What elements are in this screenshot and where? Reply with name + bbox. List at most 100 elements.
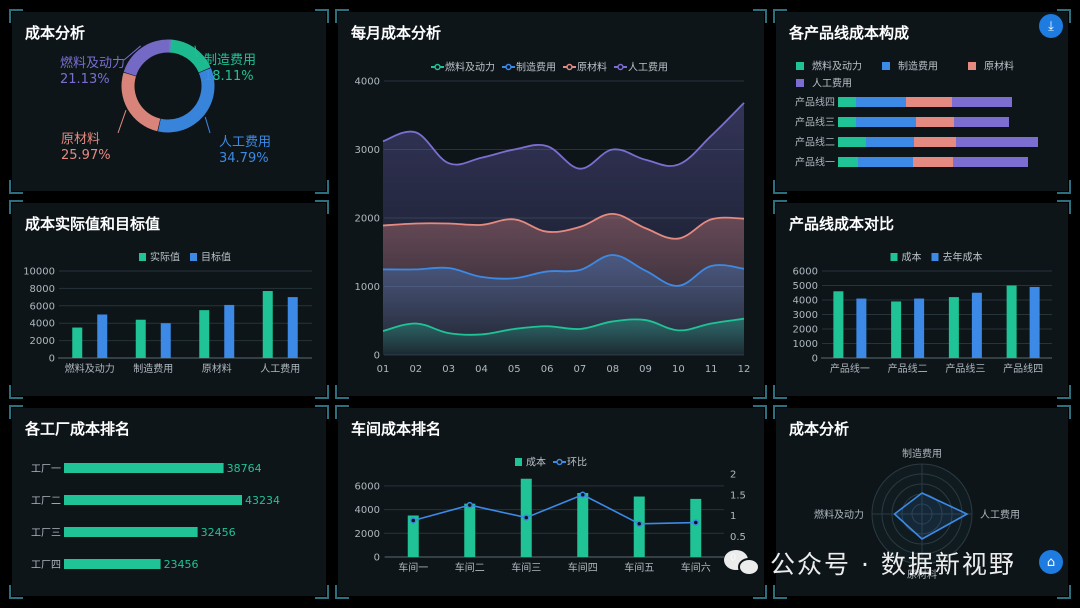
stacked-bar-segment [956, 137, 1038, 147]
x-tick-label: 05 [508, 364, 521, 375]
panel-title: 各产品线成本构成 [789, 24, 910, 42]
y-tick-label: 产品线二 [795, 136, 835, 149]
legend-swatch [931, 253, 939, 261]
y-tick-label: 6000 [793, 267, 818, 278]
stacked-bar-segment [906, 97, 952, 107]
y-tick-label: 3000 [793, 310, 818, 321]
donut-leader-line [123, 45, 141, 61]
y2-tick-label: 1 [730, 511, 736, 522]
y-tick-label: 4000 [355, 77, 380, 88]
download-button[interactable]: ⤓ [1039, 14, 1063, 38]
line-point [579, 491, 586, 498]
y-tick-label: 0 [374, 553, 380, 564]
bar [97, 314, 108, 358]
legend-label: 环比 [567, 457, 587, 469]
donut-slice [168, 39, 211, 73]
stacked-bar-segment [856, 117, 916, 127]
legend-label: 燃料及动力 [812, 60, 862, 73]
legend-swatch [890, 253, 898, 261]
x-tick-label: 车间六 [681, 561, 711, 574]
legend-label: 目标值 [201, 251, 231, 264]
legend-label: 燃料及动力 [445, 61, 495, 74]
donut-label: 燃料及动力 [60, 55, 125, 71]
y-tick-label: 工厂四 [31, 560, 61, 571]
x-tick-label: 产品线一 [830, 362, 870, 375]
panel-title: 每月成本分析 [351, 24, 442, 42]
legend-swatch [968, 62, 976, 70]
y-tick-label: 2000 [355, 214, 380, 225]
stacked-bar-segment [838, 157, 858, 167]
bar [1029, 286, 1040, 358]
panel-line-compare: 产品线成本对比 0 1000 2000 3000 4000 5000 6000 产品线一 产品线… [773, 200, 1071, 399]
y-tick-label: 2000 [30, 336, 55, 347]
x-tick-label: 车间四 [568, 561, 598, 574]
legend-swatch [515, 458, 522, 466]
series-line [382, 212, 745, 240]
radar-indicator-label: 制造费用 [902, 447, 942, 460]
legend-swatch-dot [617, 63, 624, 71]
y-tick-label: 产品线三 [795, 116, 835, 129]
x-tick-label: 01 [377, 364, 390, 375]
legend-swatch [796, 62, 804, 70]
y2-tick-label: 1.5 [730, 490, 746, 501]
x-tick-label: 产品线三 [945, 362, 985, 375]
x-tick-label: 车间五 [624, 561, 654, 574]
x-tick-label: 人工费用 [260, 362, 300, 375]
line-compare-chart: 0 1000 2000 3000 4000 5000 6000 产品线一 产品线二 产品线三 产品线… [793, 251, 1052, 375]
legend-label: 成本 [526, 456, 546, 469]
bar [833, 291, 844, 358]
x-tick-label: 03 [442, 364, 455, 375]
radar-series-area [893, 492, 969, 540]
panel-title: 车间成本排名 [351, 420, 442, 438]
bar [160, 323, 171, 358]
bar [1006, 285, 1017, 358]
bar [135, 319, 146, 358]
workshop-rank-chart: 020004000600000.511.52车间一车间二车间三车间四车间五车间六… [355, 456, 746, 575]
radar-indicator-label: 人工费用 [980, 508, 1020, 521]
donut-slice [157, 67, 215, 133]
bar [914, 298, 925, 358]
factory-rank-chart: 工厂一 38764 工厂二 43234 工厂三 32456 工厂四 23456 [31, 462, 280, 571]
bar [262, 291, 273, 358]
donut-label: 人工费用 [219, 135, 271, 150]
panel-radar: 成本分析 制造费用 人工费用 原材料 燃料及动力 ⌂ [773, 405, 1071, 599]
stacked-bar-segment [866, 137, 914, 147]
x-tick-label: 车间二 [455, 561, 485, 574]
watermark-text: 公众号 · 数据新视野 [770, 550, 1016, 579]
restore-icon: ⌂ [1046, 554, 1056, 570]
stacked-bar-segment [916, 117, 954, 127]
bar [577, 492, 589, 557]
y-tick-label: 4000 [355, 505, 380, 516]
y-tick-label: 工厂一 [31, 464, 61, 475]
line-point [636, 520, 643, 528]
y-tick-label: 2000 [793, 325, 818, 336]
y-tick-label: 0 [374, 351, 380, 362]
legend-swatch [796, 79, 804, 87]
y-tick-label: 工厂三 [31, 528, 61, 539]
panel-title: 产品线成本对比 [789, 215, 895, 233]
x-tick-label: 04 [475, 364, 488, 375]
y-tick-label: 4000 [30, 319, 55, 330]
series-line [382, 317, 745, 336]
bar [64, 463, 224, 473]
series-line [382, 254, 745, 287]
legend-swatch [882, 62, 890, 70]
legend-label: 人工费用 [812, 77, 852, 90]
donut-label: 原材料 [61, 132, 100, 147]
x-tick-label: 10 [672, 364, 685, 375]
x-tick-label: 12 [738, 364, 751, 375]
bar [948, 297, 959, 358]
donut-label: 制造费用 [204, 53, 256, 68]
data-label: 32456 [201, 526, 236, 539]
stacked-bar-segment [953, 157, 1028, 167]
y-tick-label: 6000 [30, 301, 55, 312]
donut-pct: 18.11% [204, 69, 254, 84]
x-tick-label: 车间一 [398, 561, 428, 574]
bar [199, 310, 210, 358]
bar [64, 527, 198, 537]
restore-button[interactable]: ⌂ [1039, 550, 1063, 574]
y-tick-label: 3000 [355, 145, 380, 156]
y-tick-label: 10000 [23, 267, 55, 278]
donut-pct: 25.97% [61, 148, 111, 163]
